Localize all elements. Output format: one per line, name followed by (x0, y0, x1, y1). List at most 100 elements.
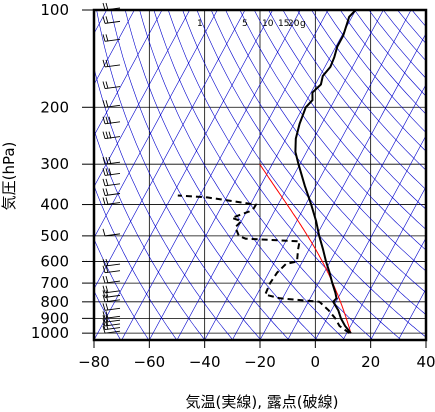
x-tick-label: 0 (311, 353, 321, 371)
dry-adiabat-line (210, 10, 426, 294)
dry-adiabat-line (253, 10, 426, 230)
dry-adiabat-line (225, 10, 426, 272)
y-tick-label: 600 (40, 252, 69, 270)
temperature-line (294, 10, 357, 334)
tick-labels: −80 −60 −40 −20 0 20 40 100 200 300 400 500 600 70080… (31, 1, 435, 371)
mixing-ratio-label: 20 (288, 19, 300, 29)
x-tick-label: −40 (189, 353, 221, 371)
wind-barb-flag (108, 168, 112, 176)
wind-barb (102, 294, 121, 303)
isotherm-line (94, 10, 163, 137)
wind-barb (102, 258, 121, 267)
wind-barb (102, 34, 121, 42)
mixing-ratio-label: 5 (242, 19, 248, 29)
wind-barb (102, 303, 121, 311)
wind-barb (102, 157, 121, 165)
wind-barb-flag (102, 100, 106, 108)
wind-barb (102, 197, 121, 206)
wind-barb-flag (102, 290, 106, 298)
dry-adiabat-line (167, 10, 402, 340)
wind-barb-flag (102, 318, 106, 327)
moist-adiabat-line (259, 163, 352, 334)
wind-barb-flag (102, 34, 106, 42)
x-axis-label: 気温(実線), 露点(破線) (186, 393, 339, 411)
wind-barb-flag (102, 157, 106, 165)
dry-adiabat-line (94, 66, 234, 340)
wind-barb-flag (108, 157, 112, 165)
wind-barb-flag (102, 315, 106, 323)
x-tick-label: −80 (78, 353, 110, 371)
wind-barb-flag (105, 311, 109, 319)
y-tick-label: 700 (40, 274, 69, 292)
isotherm-line (149, 10, 329, 340)
isotherm-line (370, 237, 426, 340)
wind-barb-flag (105, 315, 109, 323)
wind-barb-flag (102, 258, 106, 267)
mixing-ratio-label: g (300, 19, 306, 29)
mixing-ratio-label: 1 (197, 19, 203, 29)
wind-barb-flag (102, 131, 106, 139)
wind-barb (102, 188, 121, 196)
isotherm-line (94, 10, 246, 290)
wind-barb-flag (105, 59, 109, 68)
wind-barbs (102, 2, 121, 334)
wind-barb-flag (102, 285, 106, 293)
wind-barb (102, 326, 121, 334)
mixing-ratio-label: 10 (262, 19, 274, 29)
dry-adiabat-line (339, 10, 426, 115)
dry-adiabat-line (354, 10, 426, 97)
wind-barb-flag (102, 326, 106, 334)
y-tick-label: 500 (40, 227, 69, 245)
dry-adiabat-line (153, 10, 374, 340)
dry-adiabat-line (139, 10, 346, 340)
x-tick-label: 20 (361, 353, 380, 371)
wind-barb (102, 59, 121, 68)
wind-barb-flag (102, 311, 106, 319)
isotherm-line (287, 83, 426, 340)
mixing-ratio-labels: 1 5 10 15 20 g (197, 19, 306, 29)
wind-barb-flag (102, 294, 106, 302)
isotherm-line (121, 10, 301, 340)
y-tick-label: 300 (40, 155, 69, 173)
wind-barb-shaft (104, 330, 121, 334)
isotherm-line (259, 32, 426, 340)
wind-barb-flag (102, 265, 106, 273)
dry-adiabat-line (94, 238, 150, 340)
dry-adiabat-line (182, 10, 426, 338)
wind-barb (102, 16, 121, 24)
wind-barb-flag (108, 131, 112, 139)
dry-adiabat-line (96, 10, 262, 340)
dry-adiabat-line (94, 128, 206, 340)
wind-barb-flag (102, 275, 106, 284)
wind-barb-flag (102, 303, 106, 311)
wind-barb (102, 315, 121, 323)
wind-barb (102, 178, 121, 187)
wind-barb (102, 285, 121, 294)
isotherm-line (204, 10, 384, 340)
isotherm-line (94, 10, 190, 188)
wind-barb (102, 290, 121, 298)
wind-barb (102, 116, 121, 125)
wind-barb (102, 275, 121, 284)
wind-barb-flag (102, 16, 106, 24)
isotherm-line (398, 288, 426, 340)
wind-barb-flag (105, 100, 109, 108)
wind-barb-flag (105, 168, 109, 176)
wind-barb-flag (105, 303, 109, 311)
dry-adiabat-line (196, 10, 426, 316)
isotherm-line (232, 10, 412, 340)
wind-barb (102, 318, 121, 327)
wind-barb-flag (105, 285, 109, 293)
isotherm-line (342, 186, 426, 340)
wind-barb-flag (105, 290, 109, 298)
wind-barb (102, 131, 121, 140)
wind-barb-flag (102, 178, 106, 186)
wind-barb-flag (105, 157, 109, 165)
y-axis-label: 気圧(hPa) (0, 142, 18, 211)
wind-barb-flag (105, 34, 109, 42)
wind-barb (102, 100, 121, 108)
profile-lines (177, 10, 357, 335)
dry-adiabat-line (397, 10, 426, 45)
wind-barb-flag (105, 16, 109, 24)
